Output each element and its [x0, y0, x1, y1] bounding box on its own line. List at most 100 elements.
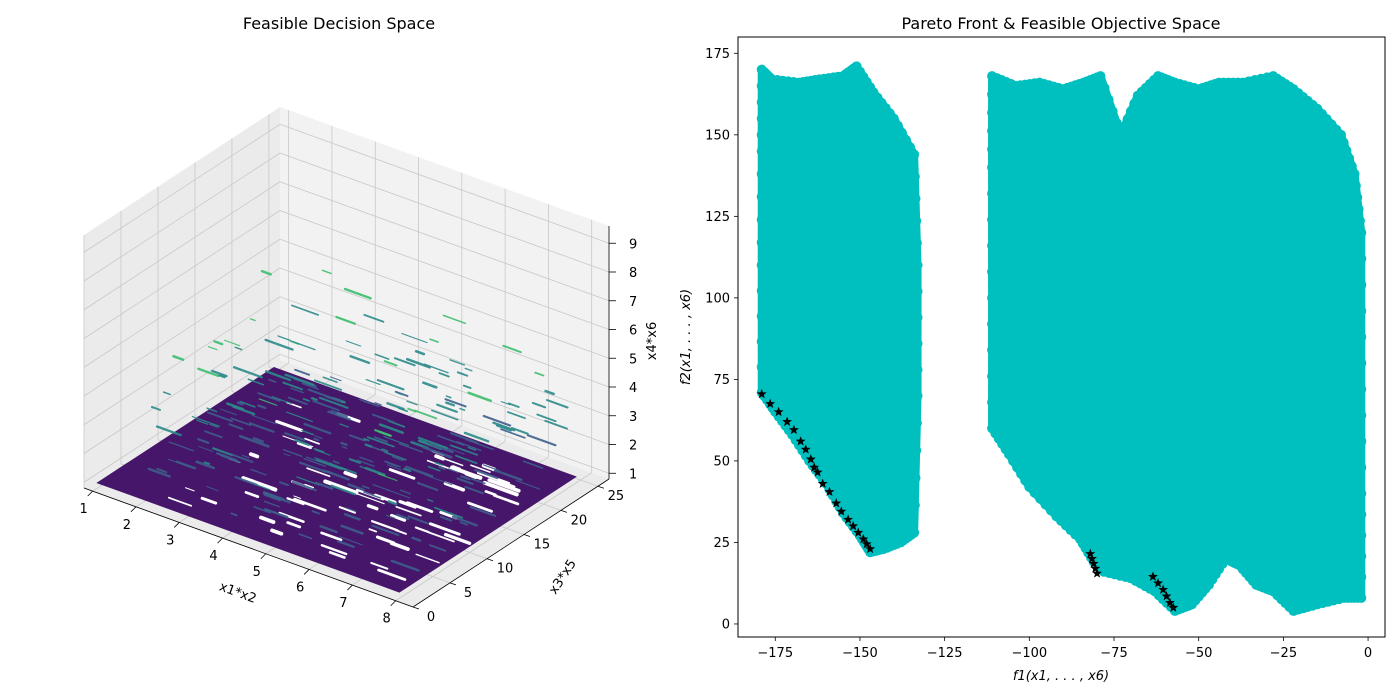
surface-streak — [339, 423, 350, 428]
surface-streak — [206, 411, 234, 423]
surface-streak — [302, 398, 311, 402]
surface-gap — [406, 501, 434, 514]
surface-streak — [301, 429, 314, 436]
feasible-point — [1356, 253, 1367, 264]
feasible-point — [909, 149, 920, 160]
feasible-point — [1356, 384, 1367, 395]
feasible-point — [987, 107, 998, 118]
surface-streak — [341, 446, 348, 449]
surface-streak — [495, 424, 513, 432]
surface-streak — [449, 359, 466, 366]
surface-streak — [234, 346, 243, 351]
x-tick — [303, 569, 310, 575]
surface-gap — [395, 505, 422, 517]
surface-streak — [303, 457, 327, 467]
surface-streak — [416, 481, 439, 492]
y-tick-label: 15 — [534, 538, 551, 553]
surface-streak — [303, 422, 332, 435]
surface-gap — [428, 522, 461, 536]
surface-streak — [209, 423, 219, 428]
surface-streak — [544, 419, 568, 430]
x-tick — [217, 537, 223, 544]
pareto-point — [1085, 548, 1096, 559]
surface-streak — [522, 460, 544, 469]
surface-streak — [493, 469, 523, 482]
feasible-point — [987, 397, 998, 408]
x-axis-line — [83, 487, 414, 608]
surface-gap — [467, 501, 493, 513]
z-tick-label: 4 — [629, 381, 637, 396]
y-tick — [449, 582, 457, 586]
surface-streak — [264, 370, 292, 382]
pareto-point — [1087, 553, 1097, 563]
pareto-point — [1161, 591, 1172, 601]
x-tick-label: 5 — [253, 565, 261, 580]
surface-streak — [502, 344, 522, 354]
surface-streak — [507, 402, 520, 408]
surface-streak — [343, 513, 361, 521]
surface-streak — [315, 458, 343, 470]
feasible-point — [756, 146, 767, 157]
surface-streak — [404, 465, 434, 478]
feasible-point — [756, 260, 767, 271]
feasible-point — [1356, 358, 1367, 369]
x-tick-label: 3 — [166, 533, 174, 548]
feasible-point — [987, 188, 998, 199]
feasible-point — [1095, 71, 1106, 82]
axes-ticks: 1 2 3 4 5 6 7 8 0 5 10 15 20 25 1 2 3 4 5 6 7 8 9 — [80, 226, 637, 627]
gridline — [279, 267, 610, 388]
feasible-point — [987, 423, 998, 434]
surface-streak — [474, 469, 499, 480]
surface-streak — [319, 525, 338, 534]
surface-streak — [324, 395, 342, 403]
x-tick — [87, 490, 93, 497]
surface-gap — [248, 452, 260, 459]
surface-gap — [450, 465, 483, 480]
pareto-point — [1092, 568, 1103, 578]
surface-streak — [386, 464, 402, 471]
pareto-point — [800, 444, 811, 454]
x-tick — [173, 522, 180, 528]
surface-streak — [445, 395, 452, 399]
feasible-point — [1350, 180, 1361, 191]
y-tick-label: 25 — [713, 536, 730, 551]
surface-streak — [399, 489, 412, 495]
surface-streak — [277, 335, 292, 342]
pareto-point — [756, 388, 767, 399]
pareto-point — [765, 398, 776, 409]
surface-gap — [389, 541, 410, 551]
surface-gap — [286, 521, 302, 529]
pareto-point — [865, 543, 876, 554]
surface-streak — [407, 515, 429, 525]
feasible-point — [987, 240, 998, 251]
pareto-point — [1164, 597, 1175, 607]
feasible-point — [987, 214, 998, 225]
x-tick-label: −175 — [757, 646, 793, 661]
feasible-point — [756, 311, 767, 322]
surface-streak — [340, 441, 348, 446]
surface-streak — [253, 506, 271, 514]
surface-streak — [396, 392, 404, 396]
surface-streak — [150, 405, 161, 411]
surface-streak — [282, 449, 303, 457]
gridline — [83, 267, 281, 397]
surface-streak — [371, 524, 400, 537]
surface-gap — [492, 494, 520, 506]
surface-gap — [278, 511, 305, 523]
surface-streak — [271, 396, 293, 405]
surface-streak — [264, 338, 294, 351]
surface-streak — [378, 423, 404, 435]
surface-streak — [459, 407, 466, 411]
x-tick-label: −25 — [1270, 646, 1297, 661]
feasible-point — [756, 129, 767, 140]
surface-streak — [287, 396, 308, 405]
surface-streak — [207, 346, 218, 351]
surface-streak — [314, 457, 333, 465]
surface-streak — [172, 354, 185, 361]
surface-streak — [417, 436, 448, 450]
surface-gap — [487, 478, 521, 493]
feasible-point — [756, 285, 767, 296]
feasible-point — [987, 125, 998, 136]
surface-streak — [374, 429, 392, 437]
